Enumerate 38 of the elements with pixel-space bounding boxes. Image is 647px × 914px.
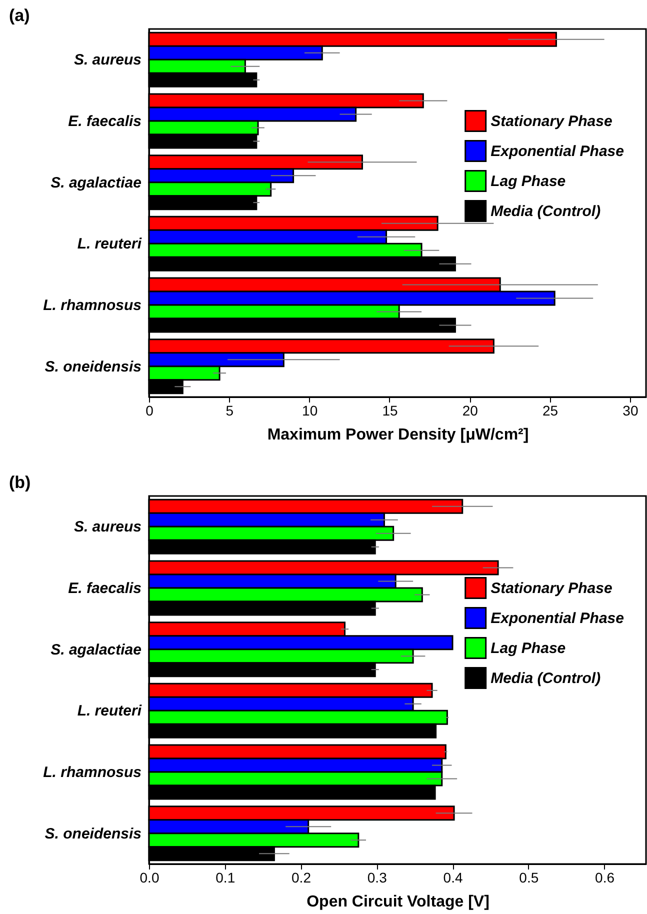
chart-title: (b) [9, 473, 31, 492]
y-tick-label: L. reuteri [77, 702, 142, 720]
y-tick-label: L. reuteri [77, 236, 142, 253]
legend-label: Lag Phase [490, 172, 566, 190]
y-tick-label: S. aureus [74, 52, 142, 69]
x-tick-label: 5 [226, 402, 234, 418]
x-axis-title: Maximum Power Density [μW/cm²] [267, 426, 529, 444]
y-tick-label: S. oneidensis [44, 358, 142, 376]
x-tick-label: 0.6 [595, 870, 615, 886]
y-tick-label: S. agalactiae [50, 641, 142, 658]
y-tick-label: S. agalactiae [50, 174, 142, 192]
x-tick-label: 30 [622, 402, 638, 418]
legend-label: Media (Control) [490, 202, 601, 220]
legend-label: Lag Phase [490, 640, 566, 657]
x-tick-label: 15 [382, 402, 398, 418]
x-tick-label: 0.4 [443, 870, 463, 886]
y-tick-label: E. faecalis [68, 580, 142, 597]
x-tick-label: 0.3 [367, 870, 388, 886]
legend-label: Exponential Phase [490, 610, 624, 627]
x-tick-label: 0.5 [519, 870, 539, 886]
x-tick-label: 10 [302, 402, 318, 418]
y-tick-label: L. rhamnosus [43, 764, 142, 781]
x-tick-label: 0.0 [140, 870, 160, 886]
legend-label: Stationary Phase [490, 580, 612, 597]
legend-label: Stationary Phase [490, 112, 612, 130]
x-tick-label: 20 [462, 402, 478, 418]
x-tick-label: 25 [542, 402, 558, 418]
x-tick-label: 0 [146, 402, 154, 418]
y-tick-label: E. faecalis [68, 113, 142, 130]
legend-label: Exponential Phase [490, 142, 624, 160]
x-tick-label: 0.2 [292, 870, 312, 886]
y-tick-label: S. aureus [74, 518, 142, 536]
y-tick-label: L. rhamnosus [43, 297, 142, 314]
legend-label: Media (Control) [490, 670, 601, 687]
x-tick-label: 0.1 [216, 870, 236, 886]
chart-title: (a) [9, 6, 30, 25]
x-axis-title: Open Circuit Voltage [V] [306, 894, 490, 910]
y-tick-label: S. oneidensis [44, 825, 142, 842]
